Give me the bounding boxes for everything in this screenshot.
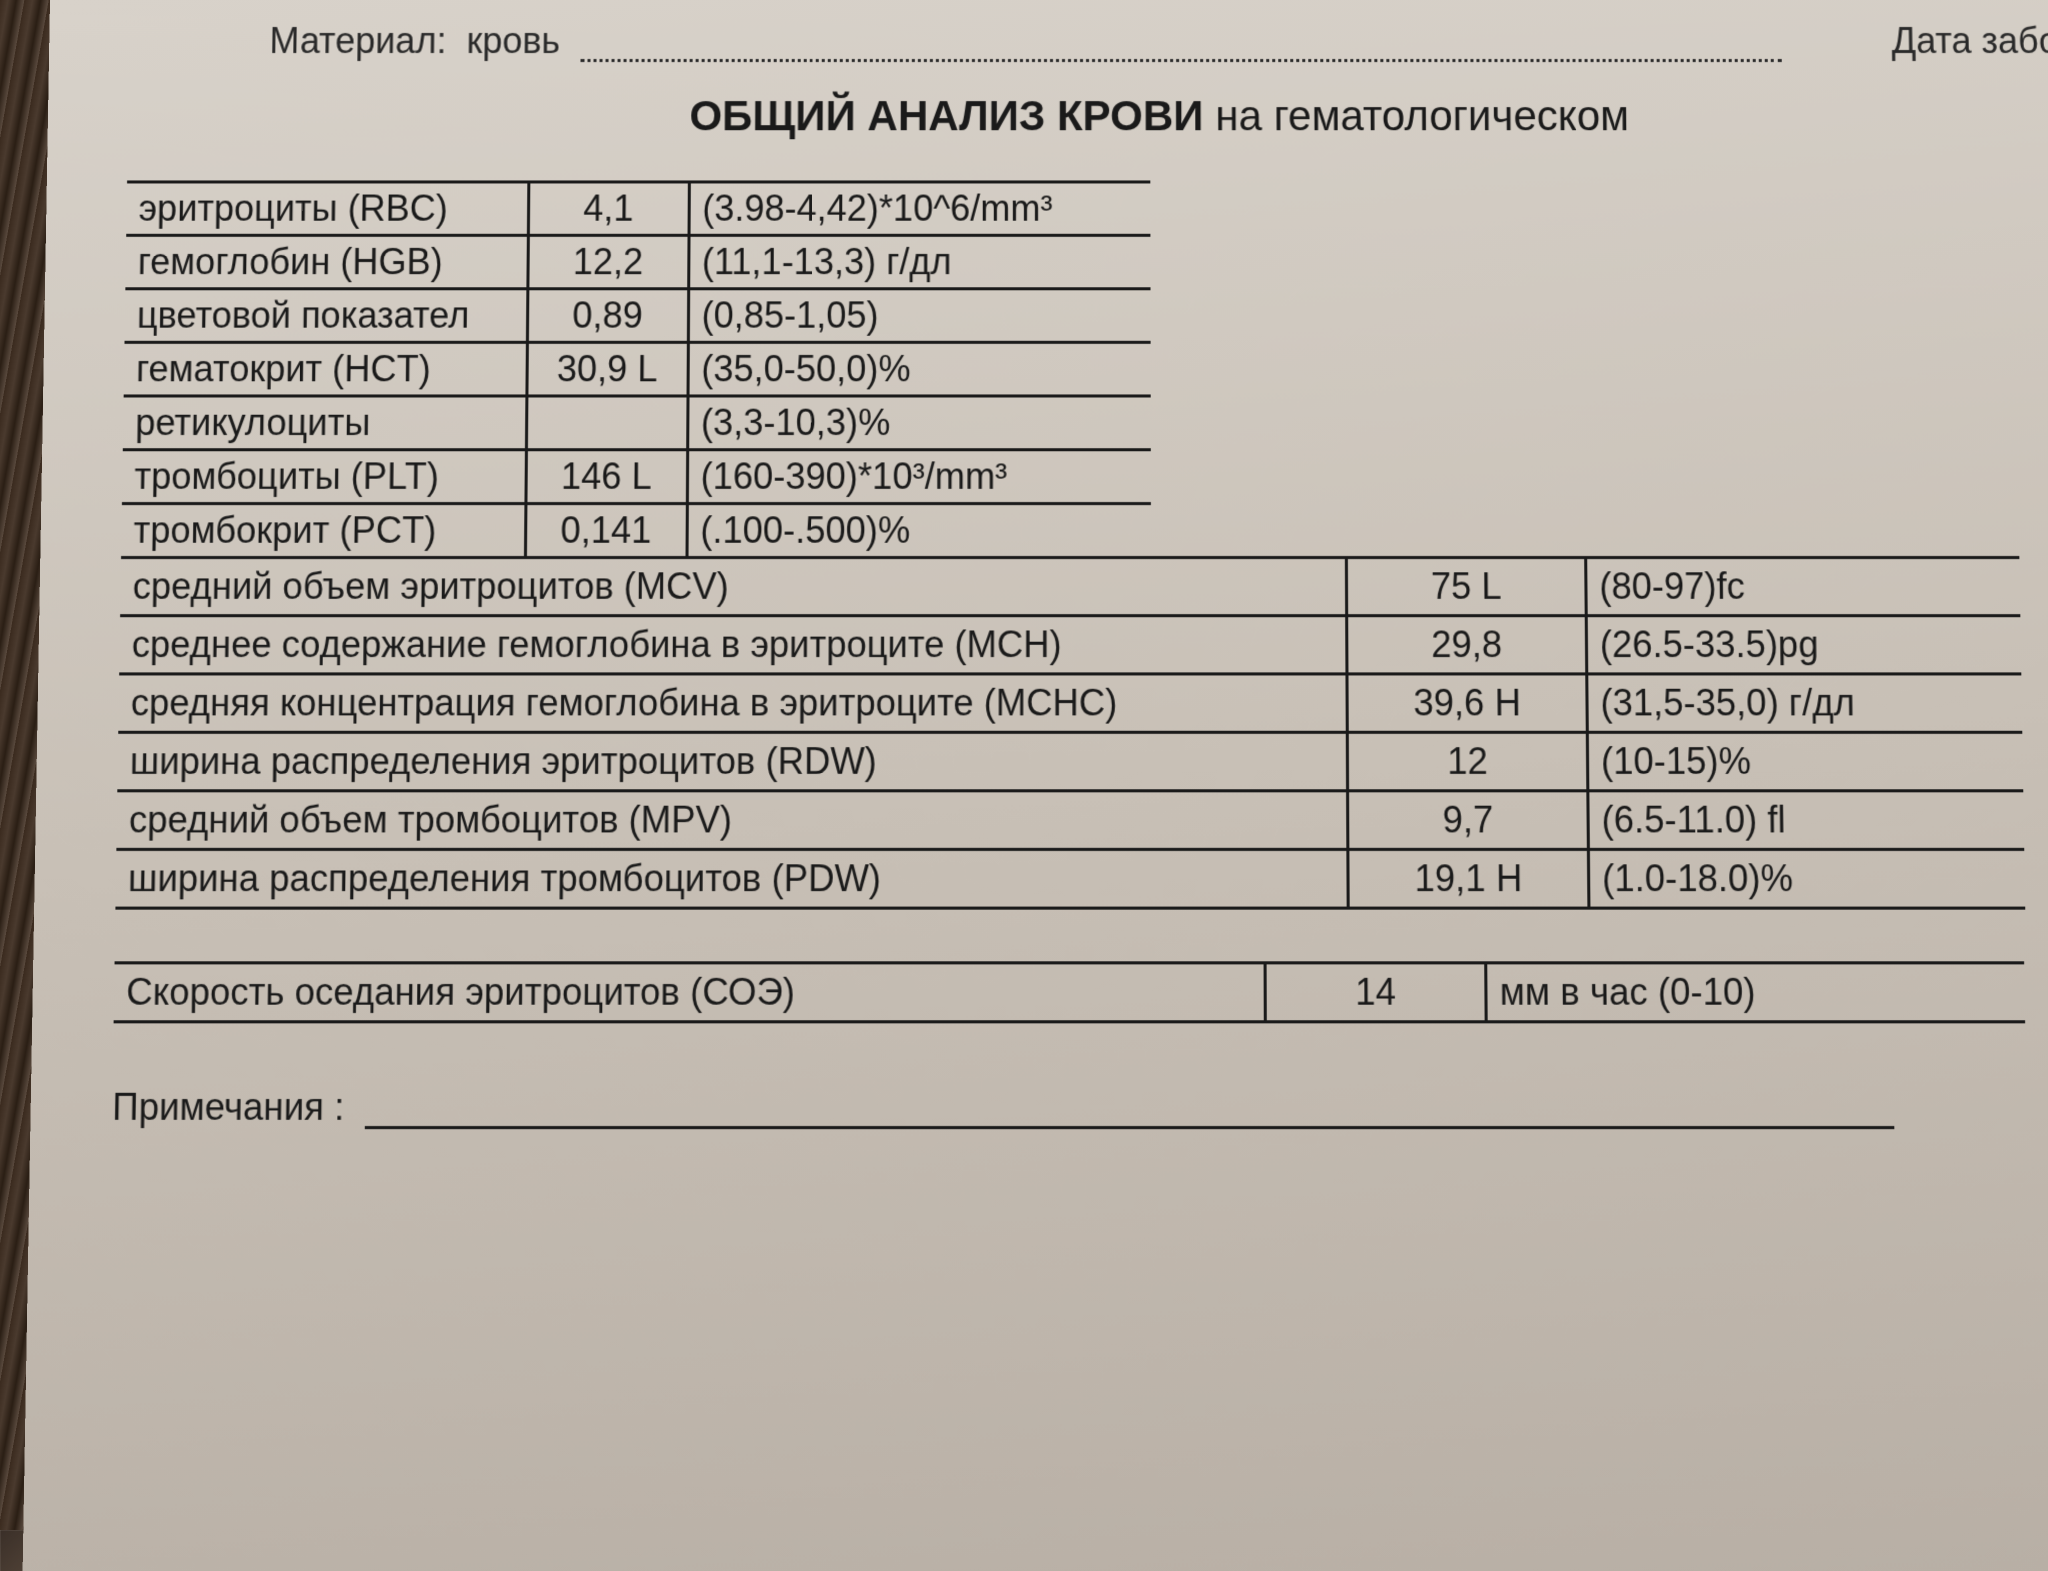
title-bold: ОБЩИЙ АНАЛИЗ КРОВИ (689, 92, 1203, 139)
title-rest: на гематологическом (1215, 92, 1629, 139)
esr-label: Скорость оседания эритроцитов (СОЭ) (114, 961, 1264, 1023)
results-table-top: эритроциты (RBC) 4,1 (3.98-4,42)*10^6/mm… (121, 180, 1151, 559)
report-title: ОБЩИЙ АНАЛИЗ КРОВИ на гематологическом (108, 92, 2011, 140)
esr-row: Скорость оседания эритроцитов (СОЭ) 14 м… (114, 961, 2026, 1023)
param-range: (31,5-35,0) г/дл (1587, 674, 2023, 732)
param-name: средний объем тромбоцитов (MPV) (116, 791, 1348, 850)
param-value: 29,8 (1347, 616, 1586, 674)
param-name: эритроциты (RBC) (126, 182, 528, 235)
param-name: ширина распределения эритроцитов (RDW) (117, 732, 1348, 790)
param-range: (160-390)*10³/mm³ (687, 450, 1151, 504)
param-range: (6.5-11.0) fl (1588, 791, 2025, 850)
table-row: гемоглобин (HGB) 12,2 (11,1-13,3) г/дл (125, 235, 1150, 288)
param-range: (11,1-13,3) г/дл (688, 235, 1150, 288)
material-label: Материал: (269, 20, 447, 62)
param-value: 39,6 H (1347, 674, 1587, 732)
esr-unit: мм в час (0-10) (1487, 961, 2025, 1023)
param-value: 0,89 (527, 289, 688, 343)
table-row: среднее содержание гемоглобина в эритроц… (119, 616, 2021, 674)
param-value: 19,1 H (1348, 849, 1588, 908)
param-range: (.100-.500)% (687, 504, 1151, 558)
param-range: (26.5-33.5)pg (1586, 616, 2021, 674)
param-range: (3,3-10,3)% (687, 396, 1151, 450)
param-value: 9,7 (1348, 791, 1588, 850)
notes-label: Примечания : (112, 1086, 345, 1129)
param-range: (0,85-1,05) (688, 289, 1151, 343)
param-name: средняя концентрация гемоглобина в эритр… (118, 674, 1347, 732)
param-value: 146 L (525, 450, 687, 504)
param-name: гемоглобин (HGB) (125, 235, 528, 288)
param-name: тромбокрит (PCT) (121, 504, 525, 558)
material-value: кровь (466, 20, 560, 62)
param-value (526, 396, 688, 450)
notes-underline (365, 1126, 1895, 1129)
header-material-line: Материал: кровь (109, 20, 2009, 62)
param-range: (35,0-50,0)% (688, 342, 1151, 396)
param-value: 12 (1348, 732, 1588, 790)
date-label: Дата забо (1891, 20, 2048, 62)
param-name: цветовой показател (125, 289, 528, 343)
param-name: тромбоциты (PLT) (122, 450, 526, 504)
table-row: гематокрит (HCT) 30,9 L (35,0-50,0)% (124, 342, 1151, 396)
table-row: тромбокрит (PCT) 0,141 (.100-.500)% (121, 504, 1151, 558)
table-row: цветовой показател 0,89 (0,85-1,05) (125, 289, 1151, 343)
dotted-underline (580, 59, 1781, 62)
param-value: 75 L (1347, 558, 1586, 616)
table-row: тромбоциты (PLT) 146 L (160-390)*10³/mm³ (122, 450, 1151, 504)
param-name: гематокрит (HCT) (124, 342, 527, 396)
param-name: средний объем эритроцитов (MCV) (120, 558, 1347, 616)
table-row: средняя концентрация гемоглобина в эритр… (118, 674, 2022, 732)
param-value: 12,2 (527, 235, 688, 288)
results-table-bottom: средний объем эритроцитов (MCV) 75 L (80… (115, 556, 2025, 910)
param-name: среднее содержание гемоглобина в эритроц… (119, 616, 1347, 674)
table-row: ретикулоциты (3,3-10,3)% (123, 396, 1151, 450)
table-row: ширина распределения тромбоцитов (PDW) 1… (115, 849, 2025, 908)
table-row: средний объем эритроцитов (MCV) 75 L (80… (120, 558, 2020, 616)
param-value: 30,9 L (526, 342, 687, 396)
table-row: средний объем тромбоцитов (MPV) 9,7 (6.5… (116, 791, 2024, 850)
param-range: (10-15)% (1587, 732, 2023, 790)
param-range: (1.0-18.0)% (1588, 849, 2025, 908)
param-range: (80-97)fc (1585, 558, 2020, 616)
param-name: ширина распределения тромбоцитов (PDW) (115, 849, 1348, 908)
param-value: 0,141 (525, 504, 687, 558)
param-range: (3.98-4,42)*10^6/mm³ (689, 182, 1151, 235)
table-row: эритроциты (RBC) 4,1 (3.98-4,42)*10^6/mm… (126, 182, 1150, 235)
notes-row: Примечания : (112, 1086, 2027, 1130)
param-value: 4,1 (528, 182, 689, 235)
esr-value: 14 (1264, 961, 1488, 1023)
table-row: ширина распределения эритроцитов (RDW) 1… (117, 732, 2023, 790)
param-name: ретикулоциты (123, 396, 527, 450)
